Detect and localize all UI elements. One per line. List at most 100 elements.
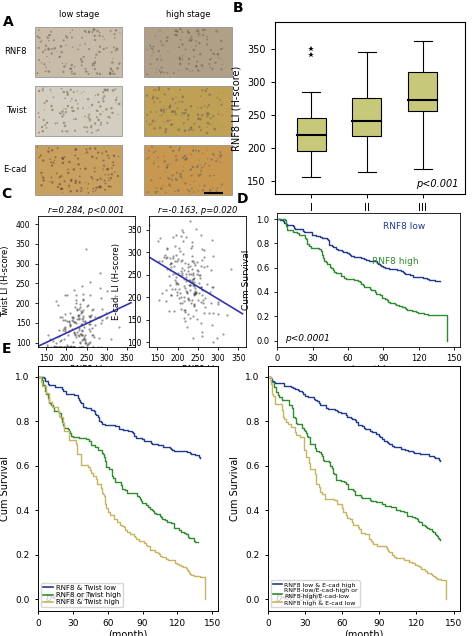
Point [176,245,183,256]
Point [70,164,78,174]
Point [143,109,151,120]
Point [190,290,197,300]
Point [224,25,231,36]
Point [69,316,77,326]
Point [70,342,78,352]
Point [34,32,42,42]
Point [155,83,163,93]
Point [169,252,176,263]
Point [210,170,218,181]
Point [112,84,119,94]
Point [192,287,200,297]
Point [173,103,181,113]
Point [167,115,174,125]
Point [89,329,96,340]
Point [65,317,73,327]
Point [64,315,71,326]
Point [159,181,167,191]
Point [219,111,227,121]
Point [198,163,206,173]
Point [70,114,77,125]
Legend: RNF8 low & E-cad high, RNF8-low/E-cad-high or
RNF8-high/E-cad-low, RNF8 high & E: RNF8 low & E-cad high, RNF8-low/E-cad-hi… [271,580,360,607]
Point [102,146,110,156]
Point [162,188,170,198]
Point [208,53,215,64]
Point [195,29,203,39]
Point [102,85,109,95]
Point [98,304,106,314]
Point [184,266,191,276]
Point [49,105,56,115]
Point [109,57,116,67]
Point [83,127,91,137]
Point [164,264,171,274]
Point [191,282,198,293]
Title: r=-0.163, p=0.020: r=-0.163, p=0.020 [158,207,237,216]
Y-axis label: Cum Survival: Cum Survival [0,455,9,521]
Point [51,43,59,53]
Point [188,251,195,261]
Point [76,40,84,50]
Point [194,295,202,305]
Point [203,109,211,119]
Point [60,342,67,352]
Point [107,182,115,192]
Point [65,183,73,193]
Point [68,102,76,113]
Text: E-cad: E-cad [3,165,27,174]
Point [225,88,232,98]
Point [191,281,198,291]
Point [108,335,115,345]
Point [107,64,115,74]
Point [39,126,47,136]
Point [181,296,188,307]
Point [187,275,194,285]
Point [165,179,173,190]
Point [79,330,86,340]
Point [58,83,65,93]
Point [180,292,188,302]
Point [144,187,151,197]
Point [187,243,194,253]
Point [188,242,196,252]
Point [87,310,95,321]
Point [198,255,205,265]
Point [150,158,157,169]
Point [201,293,209,303]
Point [163,163,171,173]
Point [165,84,173,94]
Point [150,115,157,125]
Point [41,59,48,69]
Point [97,283,104,293]
Point [103,104,110,114]
Point [155,236,162,246]
Point [197,282,205,292]
Point [48,160,56,170]
Point [41,105,48,115]
Point [187,216,194,226]
Point [160,104,167,114]
Point [64,126,71,136]
Point [175,97,183,107]
Point [97,120,105,130]
Point [77,342,85,352]
Point [78,306,85,316]
Point [155,85,163,95]
Point [45,43,52,53]
Point [96,41,103,52]
Point [177,55,185,66]
Point [102,312,110,322]
Point [47,86,55,97]
Point [161,67,168,78]
Point [91,64,99,74]
Point [69,337,76,347]
Point [203,128,211,138]
Point [112,95,120,105]
FancyBboxPatch shape [144,86,231,135]
FancyBboxPatch shape [353,98,382,136]
Point [105,153,113,163]
Point [77,336,84,347]
Point [82,64,89,74]
Point [168,119,176,129]
Point [209,183,216,193]
